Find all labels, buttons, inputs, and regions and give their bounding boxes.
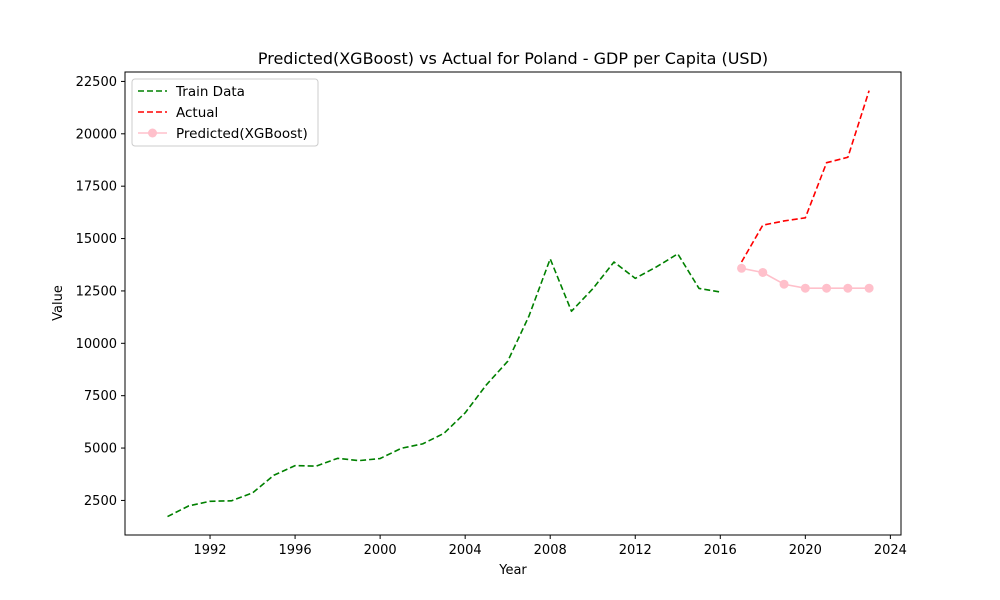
- x-tick-label: 2008: [534, 543, 567, 558]
- legend-label-2: Actual: [176, 105, 218, 121]
- series-3-point: [779, 279, 789, 289]
- legend-label-1: Train Data: [175, 84, 245, 100]
- series-line-1: [167, 253, 721, 518]
- chart-title: Predicted(XGBoost) vs Actual for Poland …: [258, 49, 768, 68]
- x-tick-label: 2020: [789, 543, 822, 558]
- x-tick-label: 2016: [704, 543, 737, 558]
- legend: Train Data Actual Predicted(XGBoost): [131, 78, 319, 147]
- axes-frame: [124, 71, 902, 536]
- series-3-point: [800, 283, 810, 293]
- x-tick-label: 1996: [279, 543, 312, 558]
- series-3-point: [758, 267, 768, 277]
- y-tick-label: 22500: [76, 75, 117, 90]
- y-tick-label: 15000: [76, 232, 117, 247]
- y-tick-label: 17500: [76, 180, 117, 195]
- series-3-point: [822, 283, 832, 293]
- y-tick-label: 2500: [84, 494, 117, 509]
- x-tick-label: 2012: [619, 543, 652, 558]
- x-tick-label: 1992: [193, 543, 226, 558]
- x-tick-label: 2004: [449, 543, 482, 558]
- x-tick-label: 2000: [364, 543, 397, 558]
- x-axis-label: Year: [498, 563, 527, 578]
- x-tick-label: 2024: [874, 543, 907, 558]
- legend-marker-3: [148, 128, 157, 138]
- plot-area: [125, 72, 901, 535]
- y-tick-label: 10000: [76, 337, 117, 352]
- legend-box: [131, 78, 319, 147]
- series-3-point: [843, 283, 853, 293]
- series-3-point: [737, 263, 747, 273]
- y-tick-label: 20000: [76, 127, 117, 142]
- series-line-2: [740, 90, 870, 263]
- series-layer: [167, 90, 874, 518]
- y-tick-label: 12500: [76, 284, 117, 299]
- y-tick-label: 7500: [84, 389, 117, 404]
- axes-layer: 1992 1996 2000 2004 2008 2012 2016 2020 2024 2500…: [76, 71, 907, 558]
- y-tick-label: 5000: [84, 442, 117, 457]
- y-axis-label: Value: [51, 285, 66, 321]
- legend-label-3: Predicted(XGBoost): [176, 126, 308, 142]
- series-3-point: [864, 283, 874, 293]
